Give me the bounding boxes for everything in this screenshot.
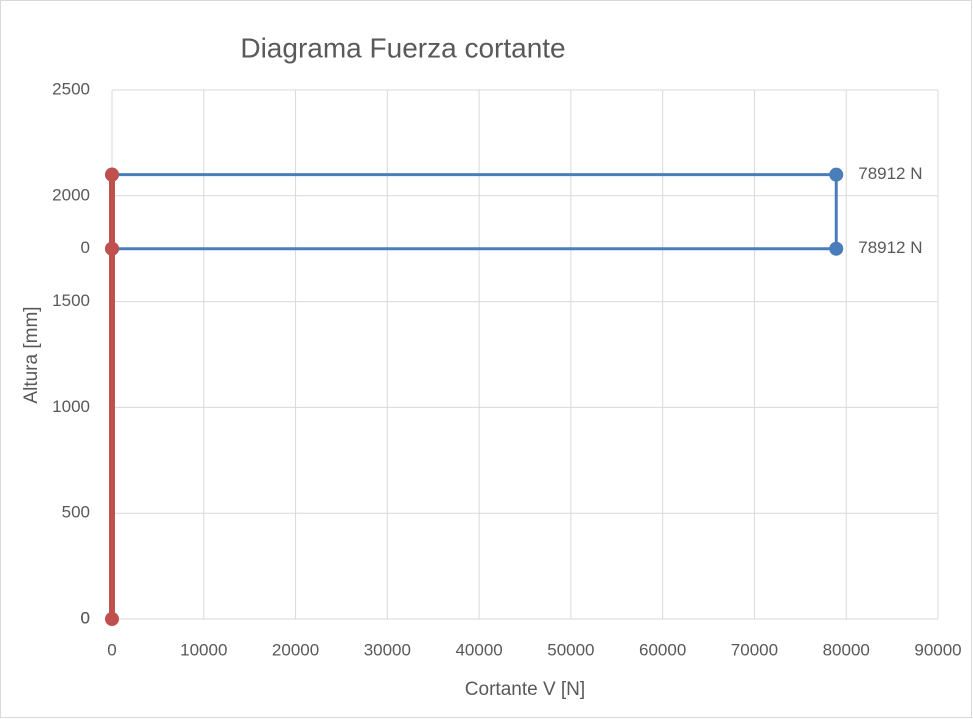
x-tick-label: 70000 bbox=[731, 640, 778, 659]
y-tick-label: 1000 bbox=[52, 397, 90, 416]
y-axis-label: Altura [mm] bbox=[21, 306, 42, 403]
x-tick-label: 80000 bbox=[823, 640, 870, 659]
y-tick-label: 0 bbox=[81, 608, 90, 627]
y-tick-label: 1500 bbox=[52, 291, 90, 310]
marker bbox=[829, 167, 844, 182]
x-tick-label: 20000 bbox=[272, 640, 319, 659]
x-tick-label: 10000 bbox=[180, 640, 227, 659]
y-tick-label: 2500 bbox=[52, 79, 90, 98]
x-tick-label: 0 bbox=[107, 640, 116, 659]
data-label: 0 bbox=[81, 608, 90, 627]
y-tick-label: 2000 bbox=[52, 185, 90, 204]
marker bbox=[829, 241, 844, 256]
x-tick-label: 40000 bbox=[455, 640, 502, 659]
data-label: 0 bbox=[81, 238, 90, 257]
chart-title: Diagrama Fuerza cortante bbox=[240, 32, 565, 63]
x-axis-label: Cortante V [N] bbox=[465, 679, 585, 700]
marker bbox=[105, 612, 119, 626]
y-tick-label: 500 bbox=[62, 503, 90, 522]
x-tick-label: 30000 bbox=[364, 640, 411, 659]
x-tick-label: 90000 bbox=[914, 640, 961, 659]
data-label: 78912 N bbox=[858, 164, 922, 183]
data-label: 78912 N bbox=[858, 238, 922, 257]
series-line bbox=[112, 173, 838, 251]
marker bbox=[105, 167, 119, 182]
x-tick-label: 60000 bbox=[639, 640, 686, 659]
marker bbox=[105, 241, 119, 256]
x-tick-label: 50000 bbox=[547, 640, 594, 659]
